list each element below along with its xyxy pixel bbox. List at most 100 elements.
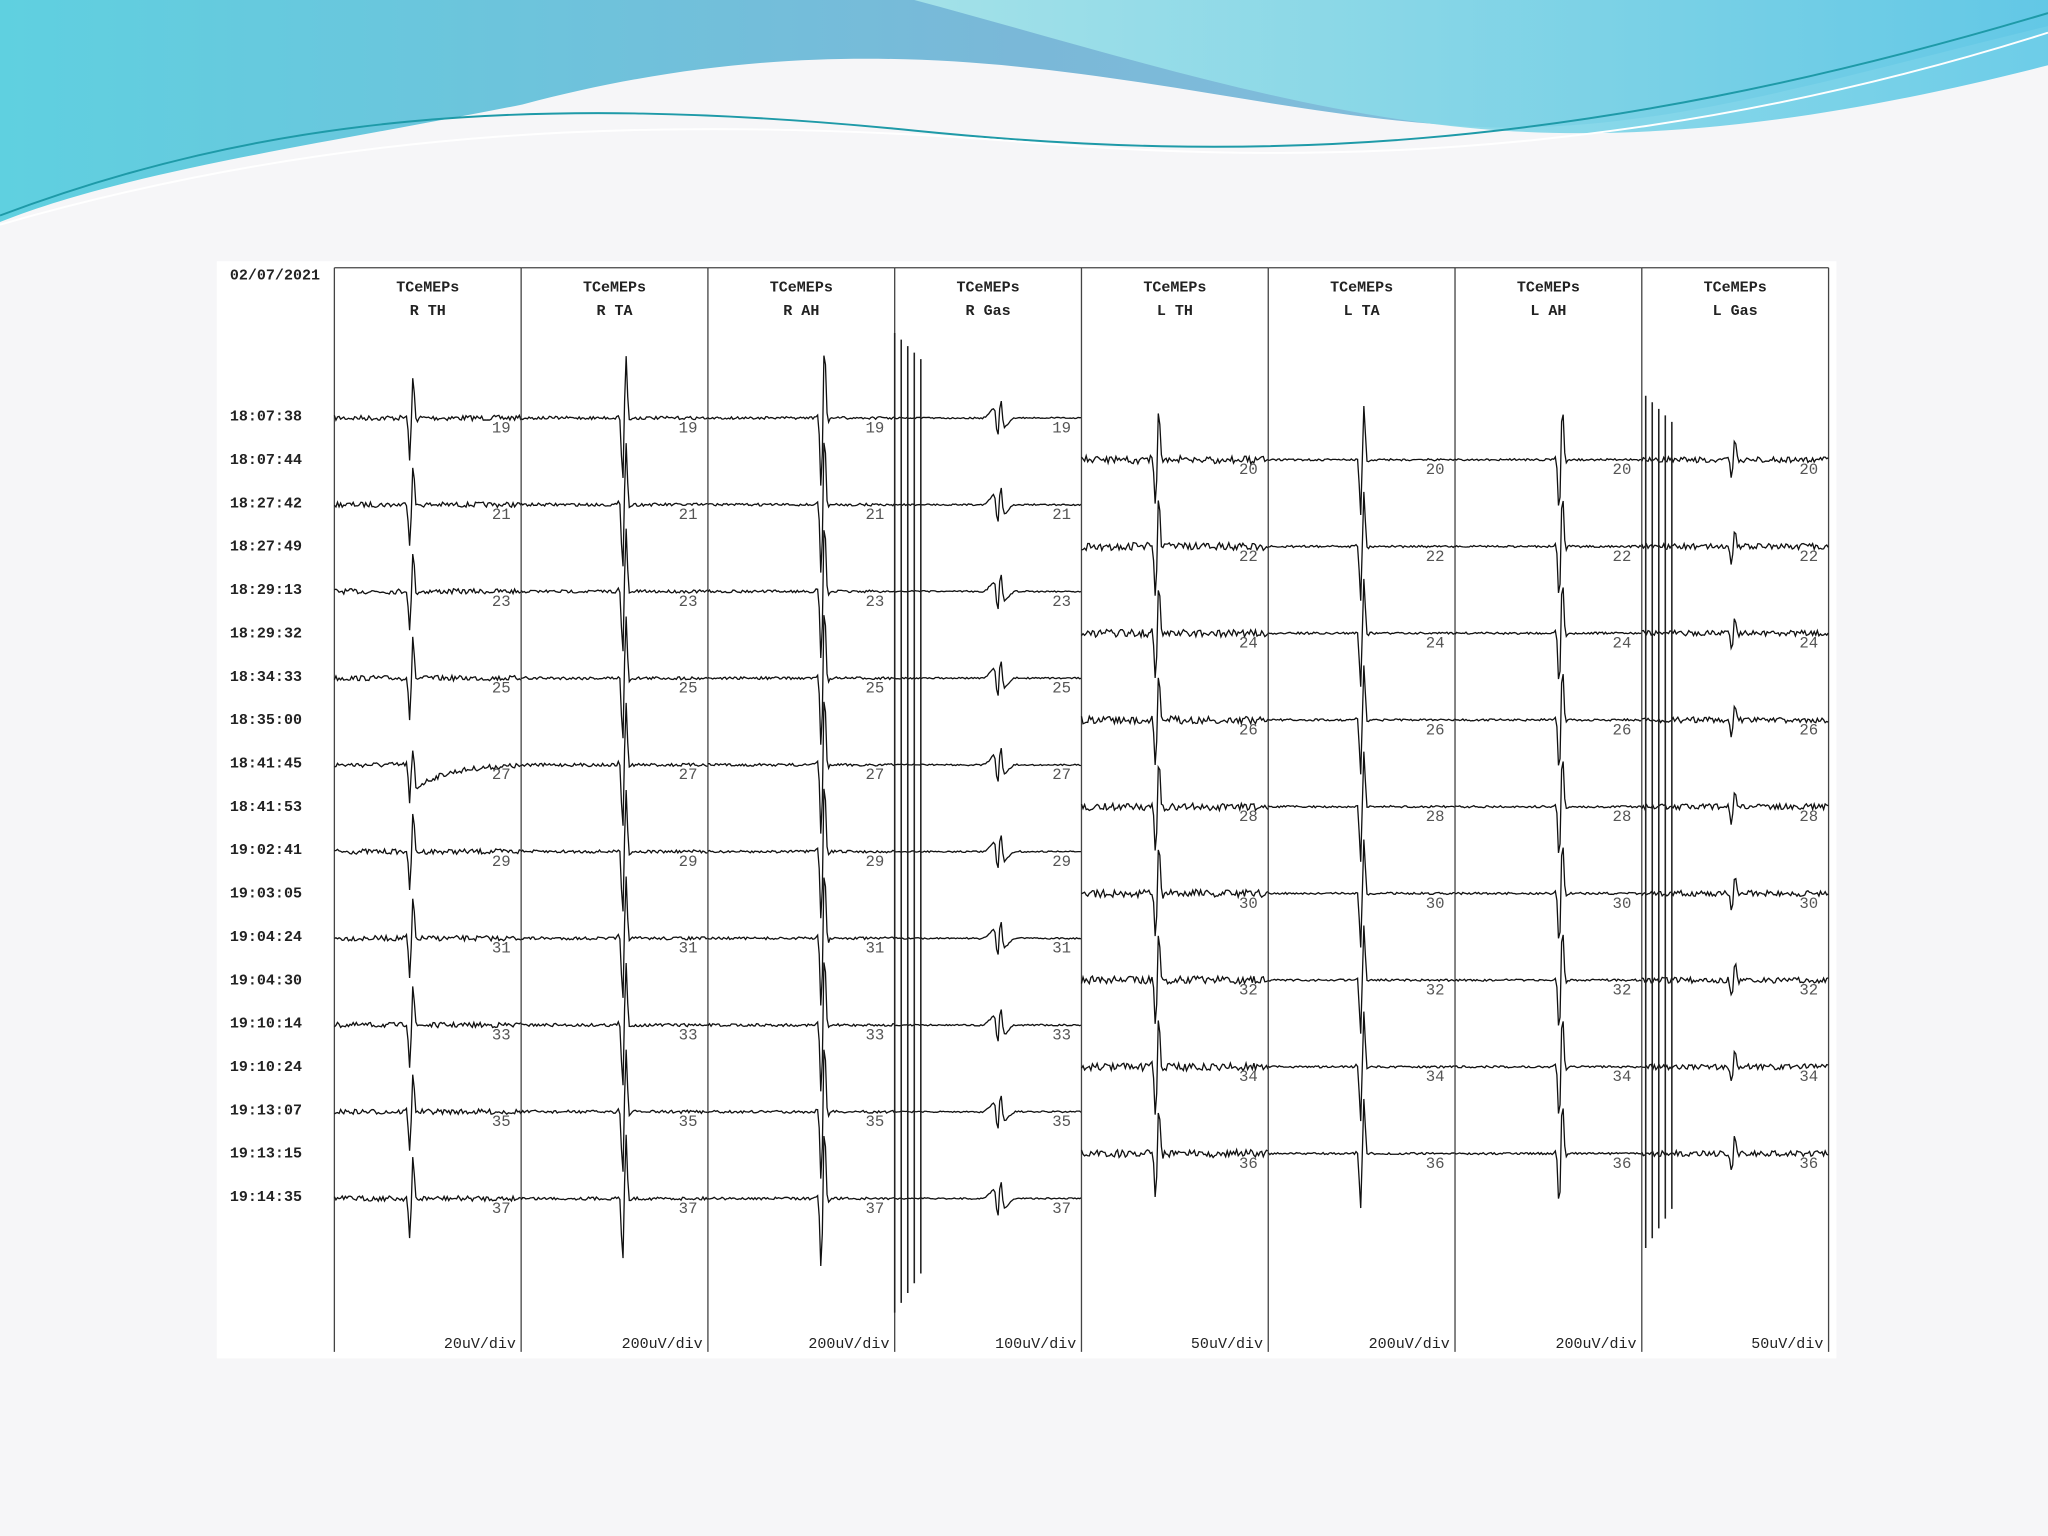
waveform	[894, 835, 1082, 868]
waveform	[520, 528, 708, 652]
timestamp: 19:13:07	[230, 1101, 302, 1119]
trace-number: 32	[1239, 981, 1258, 999]
trace-number: 22	[1426, 548, 1445, 566]
trace-number: 26	[1613, 721, 1632, 739]
trace-number: 35	[1052, 1113, 1071, 1131]
timestamp: 18:34:33	[230, 668, 302, 686]
waveform	[334, 553, 522, 631]
channel-name: R AH	[783, 302, 819, 320]
trace-number: 34	[1613, 1068, 1632, 1086]
trace-number: 29	[679, 853, 698, 871]
trace-number: 35	[865, 1113, 884, 1131]
trace-number: 30	[1239, 895, 1258, 913]
trace-number: 27	[679, 766, 698, 784]
channel-name: R Gas	[966, 302, 1011, 320]
trace-number: 19	[1052, 419, 1071, 437]
trace-number: 29	[492, 853, 511, 871]
waveform	[333, 378, 522, 461]
timestamp: 19:04:30	[230, 971, 302, 989]
trace-number: 24	[1426, 635, 1445, 653]
trace-number: 25	[1052, 680, 1071, 698]
trace-number: 22	[1239, 548, 1258, 566]
timestamp: 19:04:24	[230, 928, 302, 946]
timestamp: 18:29:32	[230, 624, 302, 642]
trace-number: 23	[679, 593, 698, 611]
waveform	[1267, 1098, 1455, 1209]
timestamp: 18:29:13	[230, 581, 302, 599]
trace-number: 37	[492, 1200, 511, 1218]
waveform	[1641, 704, 1829, 738]
trace-number: 19	[679, 419, 698, 437]
timestamp: 18:27:49	[230, 538, 302, 556]
trace-number: 37	[1052, 1200, 1071, 1218]
waveform	[1641, 877, 1829, 911]
waveform	[1080, 1112, 1269, 1197]
waveform	[333, 1157, 522, 1239]
waveform	[520, 790, 708, 912]
waveform	[894, 1009, 1082, 1042]
waveform	[1267, 578, 1456, 687]
waveform	[707, 530, 895, 659]
waveform	[334, 898, 522, 979]
trace-number: 34	[1239, 1068, 1258, 1086]
waveform	[521, 876, 708, 998]
waveform	[1454, 414, 1642, 506]
waveform	[1081, 849, 1269, 937]
trace-number: 36	[1426, 1155, 1445, 1173]
scale-label: 200uV/div	[808, 1335, 889, 1353]
trace-number: 32	[1613, 981, 1632, 999]
scale-label: 100uV/div	[995, 1335, 1076, 1353]
trace-number: 25	[492, 680, 511, 698]
waveform	[334, 813, 522, 891]
trace-number: 21	[1052, 506, 1071, 524]
trace-number: 31	[492, 940, 511, 958]
trace-number: 34	[1799, 1068, 1818, 1086]
trace-number: 24	[1613, 635, 1632, 653]
waveform	[1080, 935, 1269, 1024]
trace-number: 31	[679, 940, 698, 958]
timestamp: 18:41:45	[230, 754, 302, 772]
waveform	[333, 986, 522, 1068]
trace-number: 21	[865, 506, 884, 524]
waveform	[894, 748, 1082, 782]
banner	[0, 0, 2048, 226]
waveform	[520, 356, 709, 478]
waveform	[707, 962, 895, 1092]
waveform	[1267, 925, 1456, 1034]
column-title: TCeMEPs	[1704, 278, 1767, 296]
waveform	[1267, 839, 1455, 948]
waveform	[1641, 791, 1829, 825]
trace-number: 20	[1426, 461, 1445, 479]
waveform	[894, 574, 1082, 610]
trace-number: 20	[1799, 461, 1818, 479]
trace-number: 19	[865, 419, 884, 437]
trace-number: 33	[679, 1026, 698, 1044]
trace-number: 33	[1052, 1026, 1071, 1044]
trace-number: 33	[865, 1026, 884, 1044]
trace-number: 24	[1799, 635, 1818, 653]
waveform	[1268, 406, 1456, 516]
waveform	[894, 661, 1082, 696]
waveform	[1267, 751, 1456, 862]
channel-name: L TA	[1344, 302, 1381, 320]
traces: 18:07:38 18:07:44 18:27:42 18:27:49 18:29:13…	[230, 267, 1830, 1353]
channel-name: R TA	[597, 302, 634, 320]
channel-name: L TH	[1157, 302, 1193, 320]
waveform	[520, 1049, 708, 1172]
trace-number: 24	[1239, 635, 1258, 653]
trace-number: 37	[865, 1200, 884, 1218]
trace-number: 28	[1799, 808, 1818, 826]
column-title: TCeMEPs	[583, 278, 646, 296]
trace-number: 35	[679, 1113, 698, 1131]
trace-number: 27	[492, 766, 511, 784]
waveform	[1268, 665, 1456, 775]
trace-number: 26	[1799, 721, 1818, 739]
trace-number: 30	[1426, 895, 1445, 913]
waveform	[1454, 500, 1642, 593]
waveform	[1454, 1108, 1642, 1199]
waveform	[334, 750, 522, 804]
trace-number: 27	[1052, 766, 1071, 784]
channel-name: L Gas	[1713, 302, 1758, 320]
column-title: TCeMEPs	[1330, 278, 1393, 296]
scale-label: 200uV/div	[1369, 1335, 1450, 1353]
